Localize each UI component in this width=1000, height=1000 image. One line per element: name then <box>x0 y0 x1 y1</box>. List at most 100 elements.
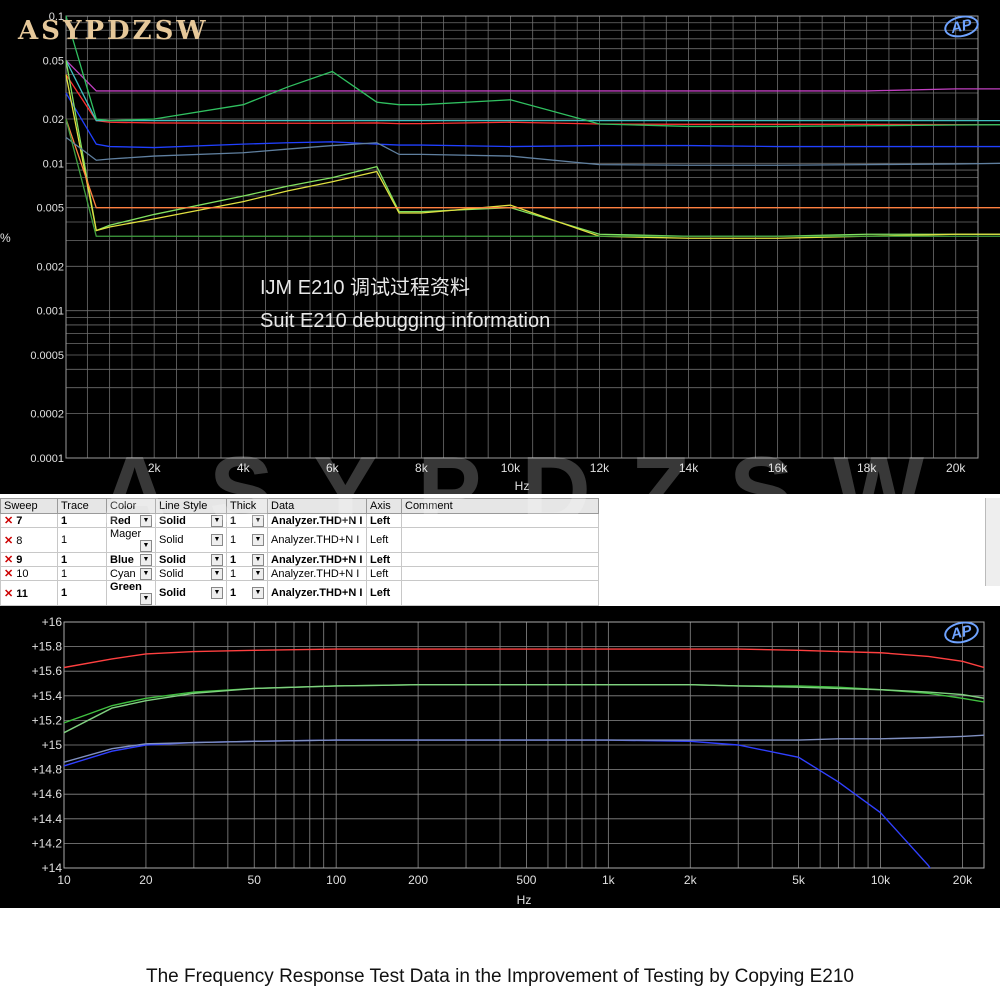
cell-sweep[interactable]: ✕ 11 <box>0 580 58 606</box>
cell-style-value: Solid <box>159 534 184 546</box>
dropdown-arrow-icon[interactable]: ▼ <box>211 534 223 546</box>
cell-color: Blue ▼ <box>106 552 156 567</box>
cell-color-value: Green <box>110 581 142 594</box>
cell-data: Analyzer.THD+N I <box>267 527 367 553</box>
sweep-row[interactable]: ✕ 8 1 Mager ▼ Solid ▼ 1 ▼ Analyzer.THD+N I Left <box>0 527 599 553</box>
thd-chart: 0.1 0.05 0.02 0.01 0.005 0.002 0.001 0.0005 0.00… <box>0 11 1000 493</box>
dropdown-arrow-icon[interactable]: ▼ <box>252 514 264 527</box>
cell-sweep[interactable]: ✕ 8 <box>0 527 58 553</box>
row-checkbox-icon[interactable]: ✕ <box>4 534 17 547</box>
x-tick-label: 6k <box>326 461 340 475</box>
cell-sweep-value: 10 <box>16 568 29 580</box>
y-tick-label: 0.0001 <box>30 453 64 465</box>
cell-color: Cyan ▼ <box>106 566 156 581</box>
cell-sweep-value: 8 <box>16 534 23 547</box>
sweep-row[interactable]: ✕ 9 1 Blue ▼ Solid ▼ 1 ▼ Analyzer.THD+N I Left <box>0 552 599 567</box>
col-color[interactable]: Color <box>106 498 156 514</box>
overlay-line-1: IJM E210 调试过程资料 <box>260 277 471 299</box>
col-comment[interactable]: Comment <box>401 498 599 514</box>
cell-thick-value: 1 <box>230 567 237 580</box>
cell-style: Solid ▼ <box>155 513 227 528</box>
x-tick-label: 10 <box>57 873 71 887</box>
dropdown-arrow-icon[interactable]: ▼ <box>252 567 264 580</box>
cell-sweep-value: 7 <box>16 515 23 527</box>
y-tick-label: 0.02 <box>43 114 64 126</box>
y-tick-label: 0.001 <box>36 306 64 318</box>
y-tick-label: +15.8 <box>32 640 63 654</box>
dropdown-arrow-icon[interactable]: ▼ <box>211 553 223 566</box>
cell-color-value: Red <box>110 514 131 527</box>
cell-thick-value: 1 <box>230 553 237 566</box>
cell-sweep[interactable]: ✕ 9 <box>0 552 58 567</box>
dropdown-arrow-icon[interactable]: ▼ <box>252 534 264 546</box>
frequency-response-panel: +16 +15.8 +15.6 +15.4 +15.2 +15 +14.8 +14.6 +14.… <box>0 606 1000 908</box>
cell-axis-value: Left <box>370 587 391 599</box>
plot-frame <box>63 621 985 869</box>
col-axis[interactable]: Axis <box>366 498 402 514</box>
cell-thick: 1 ▼ <box>226 527 268 553</box>
cell-data-value: Analyzer.THD+N I <box>271 567 360 580</box>
cell-comment <box>401 580 599 606</box>
x-tick-label: 4k <box>237 461 251 475</box>
y-tick-label: 0.05 <box>43 55 64 67</box>
overlay-annotation: IJM E210 调试过程资料 Suit E210 debugging info… <box>260 272 550 338</box>
col-data[interactable]: Data <box>267 498 367 514</box>
dropdown-arrow-icon[interactable]: ▼ <box>140 567 152 580</box>
row-checkbox-icon[interactable]: ✕ <box>4 568 17 580</box>
cell-color: Mager ▼ <box>106 527 156 553</box>
x-tick-label: 10k <box>501 461 521 475</box>
y-tick-label: 0.01 <box>43 158 64 170</box>
cell-trace: 1 <box>57 580 107 606</box>
sweep-table-header: Sweep Trace Color Line Style Thick Data … <box>0 498 599 514</box>
cell-axis-value: Left <box>370 553 391 566</box>
series-line <box>64 684 984 734</box>
table-scrollbar[interactable] <box>985 498 1000 586</box>
cell-color-value: Mager <box>110 528 142 541</box>
series-line <box>65 118 1000 209</box>
sweep-row[interactable]: ✕ 7 1 Red ▼ Solid ▼ 1 ▼ Analyzer.THD+N I Left <box>0 513 599 528</box>
row-checkbox-icon[interactable]: ✕ <box>4 554 17 566</box>
cell-color: Red ▼ <box>106 513 156 528</box>
x-tick-label: 14k <box>679 461 699 475</box>
cell-color-value: Blue <box>110 553 134 566</box>
cell-style-value: Solid <box>159 514 186 527</box>
dropdown-arrow-icon[interactable]: ▼ <box>211 587 223 599</box>
cell-thick: 1 ▼ <box>226 580 268 606</box>
dropdown-arrow-icon[interactable]: ▼ <box>140 593 152 605</box>
dropdown-arrow-icon[interactable]: ▼ <box>140 540 152 552</box>
sweep-row[interactable]: ✕ 10 1 Cyan ▼ Solid ▼ 1 ▼ Analyzer.THD+N I Left <box>0 566 599 581</box>
x-tick-label: 10k <box>871 873 891 887</box>
series-line <box>64 734 984 763</box>
cell-data-value: Analyzer.THD+N I <box>271 534 360 546</box>
thd-chart-panel: 0.1 0.05 0.02 0.01 0.005 0.002 0.001 0.0005 0.00… <box>0 0 1000 494</box>
x-tick-label: 20k <box>953 873 973 887</box>
plot-frame <box>65 15 979 459</box>
y-tick-label: 0.1 <box>49 11 64 23</box>
caption: The Frequency Response Test Data in the … <box>146 966 854 987</box>
dropdown-arrow-icon[interactable]: ▼ <box>252 553 264 566</box>
row-checkbox-icon[interactable]: ✕ <box>4 587 17 600</box>
y-tick-label: +15.4 <box>32 689 63 703</box>
cell-sweep[interactable]: ✕ 10 <box>0 566 58 581</box>
dropdown-arrow-icon[interactable]: ▼ <box>140 514 152 527</box>
cell-trace-value: 1 <box>61 534 68 546</box>
dropdown-arrow-icon[interactable]: ▼ <box>211 514 223 527</box>
col-line-style[interactable]: Line Style <box>155 498 227 514</box>
sweep-row[interactable]: ✕ 11 1 Green ▼ Solid ▼ 1 ▼ Analyzer.THD+N I Left <box>0 580 599 606</box>
cell-trace: 1 <box>57 513 107 528</box>
dropdown-arrow-icon[interactable]: ▼ <box>140 553 152 566</box>
col-thick[interactable]: Thick <box>226 498 268 514</box>
cell-sweep[interactable]: ✕ 7 <box>0 513 58 528</box>
y-tick-label: +14.6 <box>32 787 63 801</box>
col-trace[interactable]: Trace <box>57 498 107 514</box>
x-tick-label: 20 <box>139 873 153 887</box>
cell-data-value: Analyzer.THD+N I <box>271 553 363 566</box>
col-sweep[interactable]: Sweep <box>0 498 58 514</box>
series-line <box>65 60 1000 122</box>
cell-data: Analyzer.THD+N I <box>267 580 367 606</box>
row-checkbox-icon[interactable]: ✕ <box>4 515 17 527</box>
x-tick-label: 20k <box>946 461 966 475</box>
dropdown-arrow-icon[interactable]: ▼ <box>211 567 223 580</box>
cell-trace: 1 <box>57 552 107 567</box>
dropdown-arrow-icon[interactable]: ▼ <box>252 587 264 599</box>
